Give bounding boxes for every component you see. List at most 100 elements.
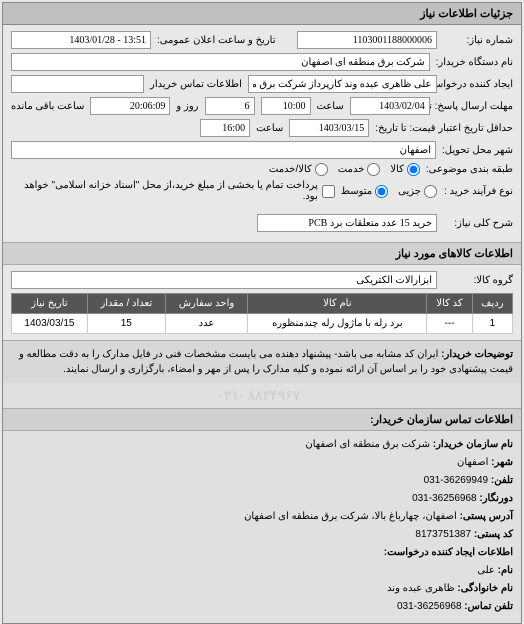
notes-box: توضیحات خریدار: ایران کد مشابه می باشد- …	[3, 340, 521, 383]
creator-section-label: اطلاعات ایجاد کننده درخواست:	[11, 545, 513, 561]
table-head: ردیفکد کالانام کالاواحد سفارشتعداد / مقد…	[12, 294, 513, 314]
radio-service-input[interactable]	[367, 163, 380, 176]
request-number-input[interactable]	[297, 31, 437, 49]
deadline-time-input[interactable]	[261, 97, 311, 115]
delivery-city-label: شهر محل تحویل:	[442, 145, 513, 156]
contact-postal-label: آدرس پستی:	[460, 511, 513, 522]
radio-medium[interactable]: متوسط	[341, 185, 388, 198]
contact-phone-line: تلفن: 36269949-031	[11, 473, 513, 489]
deadline-date-input[interactable]	[350, 97, 430, 115]
goods-section-title: اطلاعات کالاهای مورد نیاز	[3, 242, 521, 265]
contact-city: اصفهان	[457, 457, 488, 468]
contact-fax: 36256968-031	[412, 493, 477, 504]
requester-input[interactable]	[248, 75, 437, 93]
contact-family-line: نام خانوادگی: ظاهری عبده وند	[11, 581, 513, 597]
contact-fax-label: دورنگار:	[479, 493, 513, 504]
radio-small[interactable]: جزیی	[398, 185, 437, 198]
contact-family-label: نام خانوادگی:	[457, 583, 513, 594]
radio-medium-label: متوسط	[341, 186, 372, 197]
table-cell: 15	[87, 314, 165, 334]
radio-small-label: جزیی	[398, 186, 421, 197]
days-input[interactable]	[205, 97, 255, 115]
remaining-time-input[interactable]	[90, 97, 170, 115]
table-header-cell: نام کالا	[248, 294, 427, 314]
announce-date-input[interactable]	[11, 31, 151, 49]
category-label: طبقه بندی موضوعی:	[426, 164, 513, 175]
contact-zip-label: کد پستی:	[474, 529, 513, 540]
table-cell: عدد	[165, 314, 248, 334]
contact-phone2-label: تلفن تماس:	[464, 601, 513, 612]
contact-phone2: 36256968-031	[397, 601, 462, 612]
category-radio-group: کالا خدمت کالا/خدمت	[269, 163, 420, 176]
contact-postal-line: آدرس پستی: اصفهان، چهارباغ بالا، شرکت بر…	[11, 509, 513, 525]
contact-family: ظاهری عبده وند	[387, 583, 455, 594]
contact-phone: 36269949-031	[424, 475, 489, 486]
days-label: روز و	[176, 101, 198, 112]
radio-service[interactable]: خدمت	[338, 163, 381, 176]
announce-date-label: تاریخ و ساعت اعلان عمومی:	[157, 35, 276, 46]
contact-postal: اصفهان، چهارباغ بالا، شرکت برق منطقه ای …	[244, 511, 457, 522]
contact-zip: 8173751387	[415, 529, 471, 540]
contact-org-line: نام سازمان خریدار: شرکت برق منطقه ای اصف…	[11, 437, 513, 453]
payment-note-label: پرداخت تمام یا بخشی از مبلغ خرید،از محل …	[11, 180, 318, 202]
row-delivery-city: شهر محل تحویل:	[11, 141, 513, 159]
table-row[interactable]: 1---برد رله با ماژول رله چندمنظورهعدد151…	[12, 314, 513, 334]
row-buyer-org: نام دستگاه خریدار:	[11, 53, 513, 71]
radio-both-input[interactable]	[315, 163, 328, 176]
buyer-org-label: نام دستگاه خریدار:	[436, 57, 513, 68]
contact-phone2-line: تلفن تماس: 36256968-031	[11, 599, 513, 615]
row-purchase-type: نوع فرآیند خرید : جزیی متوسط پرداخت تمام…	[11, 180, 513, 202]
requester-label: ایجاد کننده درخواست:	[443, 79, 513, 90]
contact-org: شرکت برق منطقه ای اصفهان	[305, 439, 430, 450]
contact-city-line: شهر: اصفهان	[11, 455, 513, 471]
deadline-label: مهلت ارسال پاسخ: تا تاریخ:	[436, 101, 513, 112]
contact-name-label: نام:	[498, 565, 513, 576]
form-body: شماره نیاز: تاریخ و ساعت اعلان عمومی: نا…	[3, 25, 521, 242]
row-deadline: مهلت ارسال پاسخ: تا تاریخ: ساعت روز و سا…	[11, 97, 513, 115]
phone-footer: ۸۸۳۴۹۶۷۰ -۰۲۱	[3, 383, 521, 408]
time-label-1: ساعت	[317, 101, 344, 112]
buyer-org-input[interactable]	[11, 53, 430, 71]
table-header-cell: واحد سفارش	[165, 294, 248, 314]
need-desc-input[interactable]	[257, 214, 437, 232]
validity-label: حداقل تاریخ اعتبار قیمت: تا تاریخ:	[375, 123, 513, 134]
purchase-type-label: نوع فرآیند خرید :	[443, 186, 513, 197]
contact-info-input[interactable]	[11, 75, 144, 93]
panel-header: جزئیات اطلاعات نیاز	[3, 3, 521, 25]
contact-section: نام سازمان خریدار: شرکت برق منطقه ای اصف…	[3, 431, 521, 623]
payment-checkbox-input[interactable]	[322, 185, 335, 198]
creator-label: اطلاعات ایجاد کننده درخواست:	[384, 547, 513, 558]
table-cell: ---	[427, 314, 472, 334]
notes-text: ایران کد مشابه می باشد- پیشنهاد دهنده می…	[19, 349, 513, 375]
row-goods-group: گروه کالا:	[11, 271, 513, 289]
table-cell: 1403/03/15	[12, 314, 88, 334]
radio-goods[interactable]: کالا	[390, 163, 420, 176]
contact-info-label: اطلاعات تماس خریدار	[150, 79, 242, 90]
time-label-2: ساعت	[256, 123, 283, 134]
goods-group-input[interactable]	[11, 271, 437, 289]
table-body: 1---برد رله با ماژول رله چندمنظورهعدد151…	[12, 314, 513, 334]
payment-checkbox[interactable]: پرداخت تمام یا بخشی از مبلغ خرید،از محل …	[11, 180, 335, 202]
table-header-cell: کد کالا	[427, 294, 472, 314]
contact-zip-line: کد پستی: 8173751387	[11, 527, 513, 543]
radio-goods-input[interactable]	[407, 163, 420, 176]
validity-time-input[interactable]	[200, 119, 250, 137]
contact-fax-line: دورنگار: 36256968-031	[11, 491, 513, 507]
contact-name: علی	[477, 565, 495, 576]
request-number-label: شماره نیاز:	[443, 35, 513, 46]
radio-medium-input[interactable]	[375, 185, 388, 198]
table-cell: برد رله با ماژول رله چندمنظوره	[248, 314, 427, 334]
row-validity: حداقل تاریخ اعتبار قیمت: تا تاریخ: ساعت	[11, 119, 513, 137]
table-header-cell: ردیف	[472, 294, 512, 314]
radio-service-label: خدمت	[338, 164, 365, 175]
radio-small-input[interactable]	[424, 185, 437, 198]
row-requester: ایجاد کننده درخواست: اطلاعات تماس خریدار	[11, 75, 513, 93]
type-radio-group: جزیی متوسط	[341, 185, 437, 198]
radio-both[interactable]: کالا/خدمت	[269, 163, 328, 176]
validity-date-input[interactable]	[289, 119, 369, 137]
radio-both-label: کالا/خدمت	[269, 164, 312, 175]
table-header-cell: تعداد / مقدار	[87, 294, 165, 314]
remaining-label: ساعت باقی مانده	[11, 101, 84, 112]
goods-table: ردیفکد کالانام کالاواحد سفارشتعداد / مقد…	[11, 293, 513, 334]
delivery-city-input[interactable]	[11, 141, 436, 159]
